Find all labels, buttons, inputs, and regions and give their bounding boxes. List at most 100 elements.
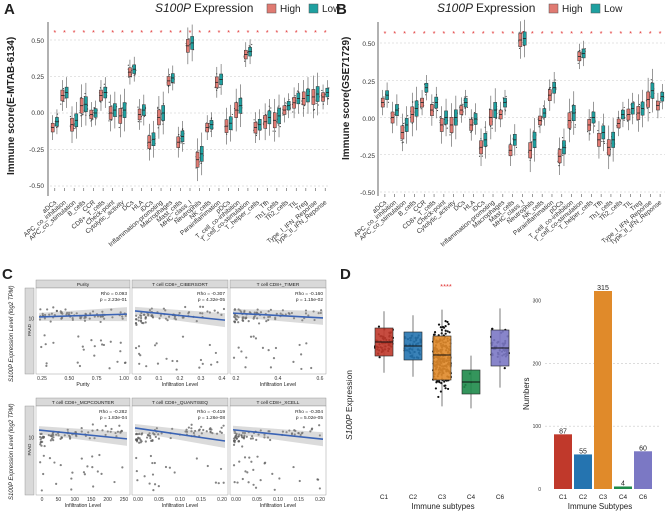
box-low-T_cell_co-stimulation — [581, 40, 586, 67]
data-point — [40, 489, 43, 492]
data-point — [518, 47, 521, 49]
xtick-label: C1 — [559, 494, 568, 501]
data-point — [577, 62, 579, 64]
data-point — [542, 105, 545, 107]
data-point — [208, 343, 211, 347]
significance-star: * — [140, 28, 143, 37]
data-point — [574, 124, 576, 126]
data-point — [139, 316, 143, 320]
data-point — [274, 346, 278, 350]
box-low-MHC_class_I — [190, 24, 195, 62]
data-point — [67, 311, 71, 315]
p-label: p = 4.32e-05 — [198, 297, 225, 303]
data-point — [137, 345, 141, 348]
bar-C3: 315 C3 — [594, 285, 612, 501]
box-low-CD8+_T_cells — [103, 77, 108, 108]
data-point — [243, 456, 247, 459]
data-point — [235, 318, 238, 321]
panel-c-ylabel-bottom: S100P Expression Level (log2 TPM) — [9, 404, 15, 501]
panel-d-boxes: C1 C2 C3 C4 C6 — [373, 308, 510, 501]
data-point — [255, 311, 258, 314]
box-low-APC_co_stimulation — [74, 101, 79, 139]
data-point — [554, 79, 556, 81]
box-low-Parainflammation — [219, 64, 224, 95]
significance-star: * — [383, 29, 386, 38]
data-point — [156, 362, 160, 365]
panel-a-yticks: 0.50 0.25 0.00 -0.25 -0.50 — [29, 38, 44, 190]
data-point — [253, 311, 256, 314]
facet-plot-area — [131, 287, 229, 375]
bar-C6: 60 C6 — [634, 445, 652, 501]
data-point — [48, 313, 51, 316]
data-point — [150, 307, 153, 310]
data-point — [137, 441, 141, 444]
data-point — [313, 318, 316, 322]
data-point — [78, 364, 82, 368]
panel-a-stars: * * * * * * * * * * * * * * * * * * * * * * * * * * * * * — [53, 28, 326, 37]
data-point — [400, 139, 402, 142]
facet-plot-area — [229, 405, 327, 496]
data-point — [100, 472, 103, 475]
data-point — [101, 429, 104, 432]
data-point — [180, 142, 182, 144]
data-point — [220, 426, 223, 429]
data-point — [240, 434, 243, 437]
box-low-Macrophages — [170, 65, 175, 91]
significance-star: * — [266, 28, 269, 37]
data-point — [91, 455, 94, 458]
data-point — [250, 435, 254, 438]
box-low-Th1_cells — [611, 118, 616, 162]
data-point — [138, 362, 141, 365]
data-point — [439, 116, 441, 118]
box-low-DCs — [131, 56, 137, 82]
data-point — [317, 312, 320, 315]
data-point — [40, 432, 43, 435]
bar — [594, 291, 612, 489]
box-high-Th2_cells — [282, 97, 287, 123]
data-point — [96, 315, 100, 318]
box-high-aDCs — [50, 115, 55, 141]
data-point — [151, 439, 154, 442]
data-point — [45, 364, 48, 367]
panel-c-letter: C — [2, 266, 13, 283]
data-point — [110, 427, 113, 431]
data-point — [257, 322, 261, 325]
data-point — [144, 316, 147, 319]
data-point — [238, 433, 241, 436]
data-point — [321, 89, 323, 92]
significance-star: * — [111, 28, 114, 37]
data-point — [449, 134, 451, 136]
xtick: 0.15 — [294, 497, 304, 503]
data-point — [198, 428, 201, 431]
trend-line — [38, 313, 128, 318]
data-point — [256, 308, 259, 311]
box-body — [432, 335, 452, 381]
data-point — [140, 314, 143, 317]
box-high-Mast_cells — [508, 134, 513, 166]
facet-plot-area — [131, 405, 229, 496]
data-point — [198, 366, 201, 369]
data-point — [96, 470, 99, 473]
box-high-Inflammation-promoting — [488, 95, 493, 140]
data-point — [81, 114, 84, 116]
data-point — [199, 312, 202, 315]
data-point — [157, 484, 160, 488]
data-point — [302, 426, 305, 429]
significance-star: * — [227, 28, 230, 37]
box-high-MHC_class_I — [185, 27, 191, 65]
data-point — [446, 127, 448, 129]
data-point — [263, 462, 266, 465]
box-high-pDCs — [557, 137, 562, 175]
data-point — [138, 437, 141, 440]
significance-star: * — [82, 28, 85, 37]
data-point — [293, 433, 296, 436]
p-label: p = 1.26e-08 — [198, 415, 225, 421]
ytick: 200 — [533, 361, 542, 367]
data-point — [217, 482, 220, 485]
data-point — [114, 431, 117, 435]
data-point — [71, 471, 74, 474]
strip-box — [24, 287, 35, 375]
data-point — [190, 427, 193, 430]
data-point — [155, 427, 158, 430]
